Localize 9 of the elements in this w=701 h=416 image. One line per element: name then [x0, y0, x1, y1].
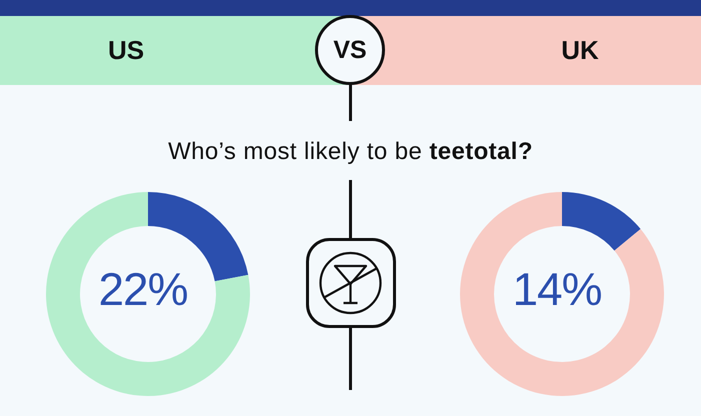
text: 22%	[98, 262, 188, 316]
donut-slice	[460, 192, 664, 396]
chart-title: UK	[561, 35, 599, 66]
text: Who’s most likely to be teetotal?	[168, 138, 533, 165]
donut-slice	[46, 192, 250, 396]
text: 14%	[512, 262, 602, 316]
donut-slice	[562, 192, 641, 251]
text: VS	[333, 36, 367, 64]
chart-title: US	[108, 35, 144, 66]
